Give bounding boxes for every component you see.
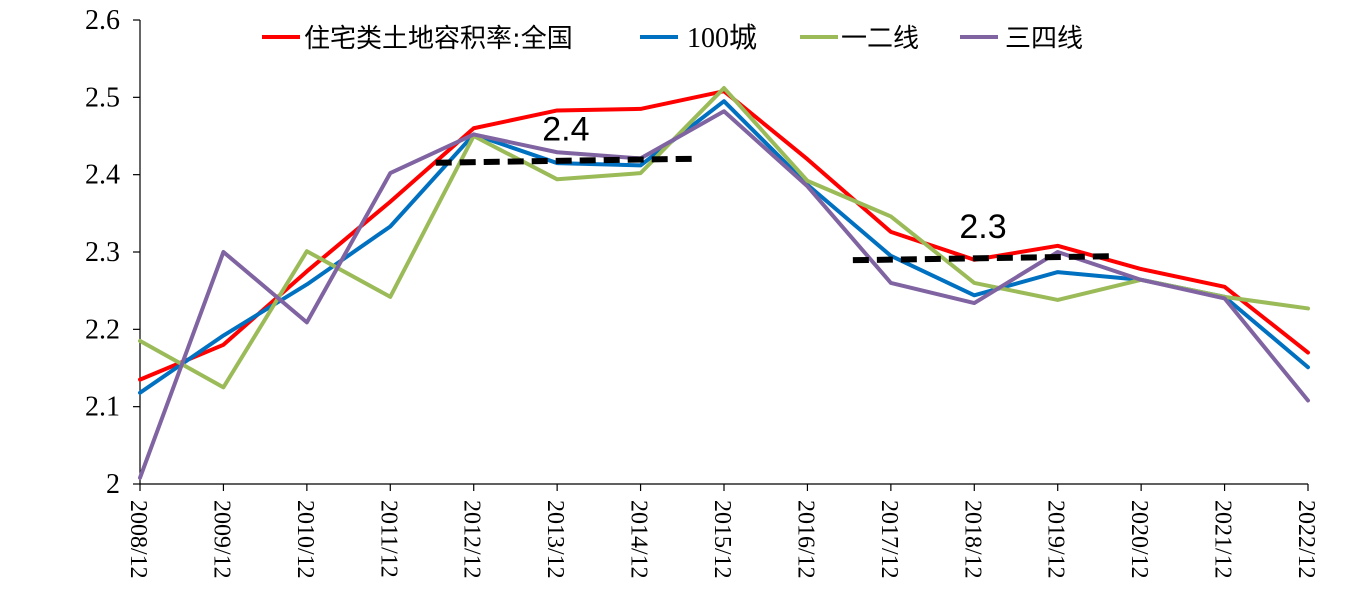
series-line-0: [140, 91, 1308, 379]
x-tick-label: 2019/12: [1043, 500, 1069, 579]
legend-label: 住宅类土地容积率:全国: [304, 24, 573, 54]
x-tick-label: 2018/12: [959, 500, 985, 579]
y-tick-label: 2.2: [85, 314, 120, 345]
reference-dashed-line: [853, 256, 1113, 260]
y-tick-label: 2.1: [85, 392, 120, 423]
x-tick-label: 2011/12: [375, 500, 401, 578]
x-tick-label: 2013/12: [542, 500, 568, 579]
series-line-2: [140, 88, 1308, 387]
reference-dashed-line: [436, 159, 696, 163]
x-tick-label: 2010/12: [292, 500, 318, 579]
series-line-3: [140, 111, 1308, 478]
annotation-label: 2.3: [959, 208, 1006, 246]
y-tick-label: 2.6: [85, 5, 120, 36]
y-tick-label: 2.3: [85, 237, 120, 268]
annotation-label: 2.4: [542, 111, 589, 149]
x-tick-label: 2021/12: [1210, 500, 1236, 579]
legend-label: 三四线: [1005, 24, 1083, 54]
x-tick-label: 2008/12: [125, 500, 151, 579]
x-tick-label: 2020/12: [1126, 500, 1152, 579]
y-tick-label: 2.4: [85, 160, 120, 191]
x-tick-label: 2014/12: [626, 500, 652, 579]
legend-label: 100城: [687, 22, 757, 54]
x-tick-label: 2012/12: [459, 500, 485, 579]
x-tick-label: 2009/12: [208, 500, 234, 579]
series-line-1: [140, 101, 1308, 393]
legend-label: 一二线: [841, 24, 919, 54]
y-tick-label: 2.5: [85, 82, 120, 113]
x-tick-label: 2017/12: [876, 500, 902, 579]
y-tick-label: 2: [106, 469, 120, 500]
x-tick-label: 2022/12: [1293, 500, 1319, 579]
x-tick-label: 2016/12: [792, 500, 818, 579]
x-tick-label: 2015/12: [709, 500, 735, 579]
